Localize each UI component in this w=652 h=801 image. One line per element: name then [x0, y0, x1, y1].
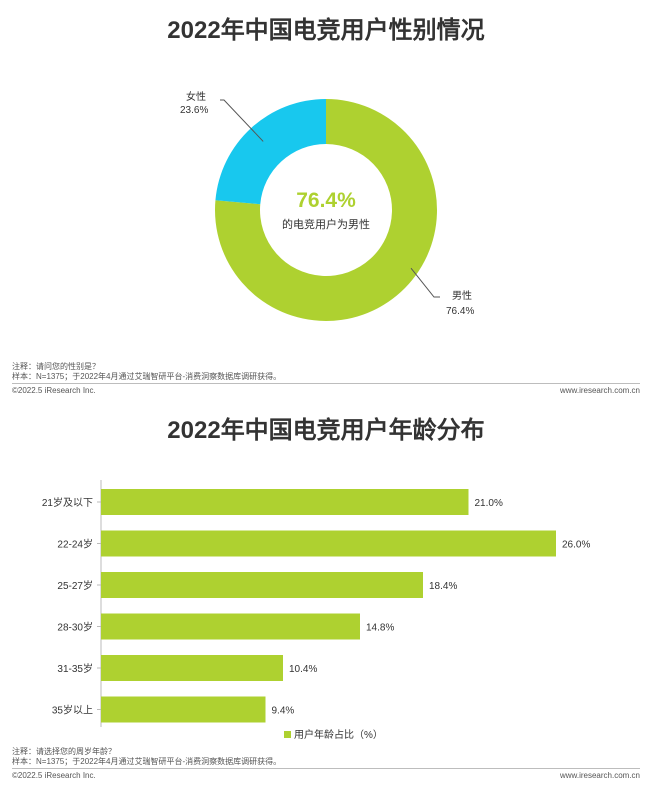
pie-note-question: 注释：请问您的性别是？: [12, 362, 100, 371]
female-slice: [215, 99, 326, 205]
pie-chart-title: 2022年中国电竞用户性别情况: [167, 17, 485, 44]
bar-1: [101, 489, 469, 515]
value-label-4: 14.8%: [366, 623, 394, 634]
bar-footer-divider: [12, 768, 640, 769]
pie-footer-copyright: ©2022.5 iResearch Inc.: [12, 386, 96, 395]
pie-footer-divider: [12, 383, 640, 384]
gender-donut-chart: 76.4% 的电竞用户为男性 女性 23.6% 男性 76.4%: [180, 90, 474, 322]
male-slice: [215, 99, 437, 322]
bar-3: [101, 572, 423, 598]
value-label-6: 9.4%: [272, 706, 295, 717]
category-label-1: 21岁及以下: [42, 496, 93, 509]
category-label-4: 28-30岁: [57, 621, 93, 634]
category-label-3: 25-27岁: [57, 579, 93, 592]
female-leader-line: [220, 99, 264, 142]
value-label-1: 21.0%: [475, 498, 503, 509]
value-label-3: 18.4%: [429, 581, 457, 592]
bar-footer-copyright: ©2022.5 iResearch Inc.: [12, 771, 96, 780]
bar-footer-website: www.iresearch.com.cn: [559, 771, 640, 780]
category-label-5: 31-35岁: [57, 662, 93, 675]
pie-footer-website: www.iresearch.com.cn: [559, 386, 640, 395]
male-leader-line: [410, 267, 440, 298]
bar-5: [101, 655, 283, 681]
bar-6: [101, 696, 266, 723]
category-label-6: 35岁以上: [52, 704, 93, 717]
value-label-5: 10.4%: [289, 664, 317, 675]
bar-note-question: 注释：请选择您的周岁年龄？: [12, 747, 116, 756]
center-percentage: 76.4%: [296, 189, 356, 212]
bar-4: [101, 613, 360, 640]
bar-note-sample: 样本：N=1375；于2022年4月通过艾瑞智研平台-消费洞察数据库调研获得。: [12, 757, 282, 766]
legend-swatch: [284, 731, 291, 738]
male-label: 男性: [452, 289, 472, 302]
legend-label: 用户年龄占比（%）: [294, 728, 383, 741]
bar-2: [101, 530, 556, 557]
female-label: 女性: [186, 90, 206, 103]
male-percent-label: 76.4%: [446, 306, 474, 317]
bar-chart-title: 2022年中国电竞用户年龄分布: [167, 417, 485, 444]
center-label: 的电竞用户为男性: [282, 217, 370, 231]
pie-note-sample: 样本：N=1375；于2022年4月通过艾瑞智研平台-消费洞察数据库调研获得。: [12, 372, 282, 381]
female-percent-label: 23.6%: [180, 105, 208, 116]
value-label-2: 26.0%: [562, 540, 590, 551]
category-label-2: 22-24岁: [57, 538, 93, 551]
